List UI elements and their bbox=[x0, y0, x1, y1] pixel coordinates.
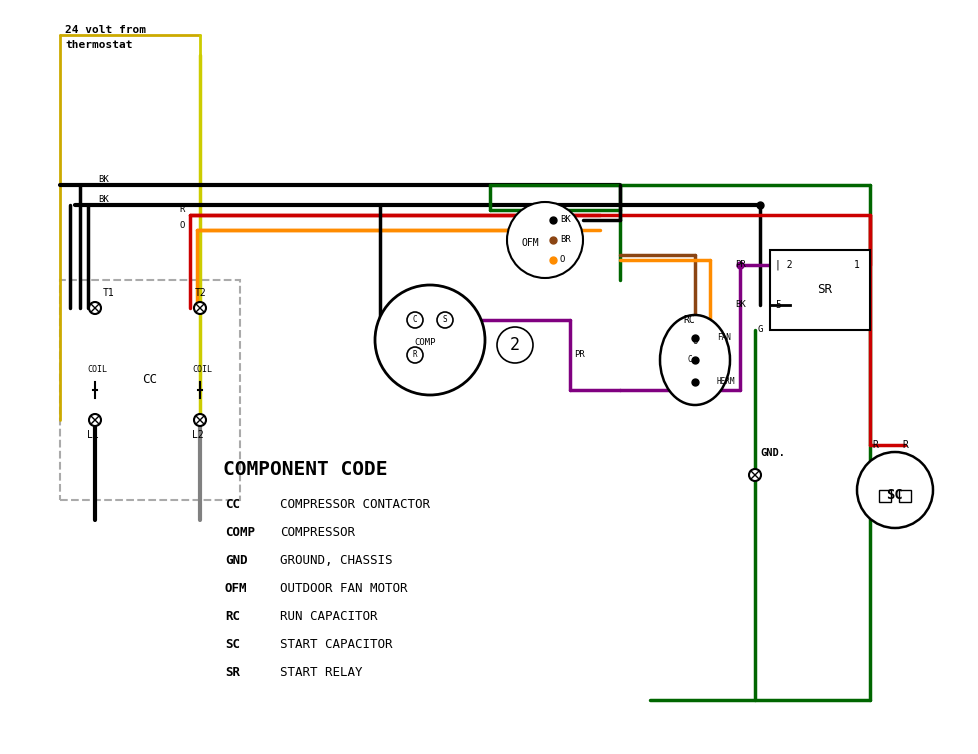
Text: BK: BK bbox=[98, 176, 109, 185]
Text: | 2: | 2 bbox=[775, 259, 792, 270]
Bar bbox=[770, 250, 869, 330]
Circle shape bbox=[407, 347, 422, 363]
Text: BK: BK bbox=[734, 301, 745, 309]
Text: RC: RC bbox=[683, 315, 694, 325]
Text: 5: 5 bbox=[775, 300, 780, 310]
Text: FAN: FAN bbox=[716, 333, 731, 342]
Text: T2: T2 bbox=[195, 288, 206, 298]
Text: OFM: OFM bbox=[225, 583, 247, 596]
Text: R: R bbox=[413, 351, 417, 360]
Text: S: S bbox=[442, 315, 447, 324]
Text: COMPRESSOR: COMPRESSOR bbox=[280, 526, 355, 540]
Text: HERM: HERM bbox=[716, 378, 734, 387]
Text: CC: CC bbox=[225, 498, 240, 511]
Circle shape bbox=[194, 414, 205, 426]
Text: RC: RC bbox=[225, 611, 240, 624]
Text: R: R bbox=[871, 440, 877, 450]
Text: O: O bbox=[691, 338, 697, 347]
Text: O: O bbox=[179, 222, 185, 231]
Text: PR: PR bbox=[573, 351, 584, 360]
Text: 1: 1 bbox=[853, 260, 859, 270]
Text: L2: L2 bbox=[192, 430, 203, 440]
Text: CC: CC bbox=[143, 373, 157, 387]
Text: 24 volt from: 24 volt from bbox=[65, 25, 146, 35]
Text: COIL: COIL bbox=[192, 366, 212, 375]
Bar bbox=[60, 280, 240, 500]
Circle shape bbox=[89, 414, 101, 426]
Circle shape bbox=[748, 469, 760, 481]
Text: C: C bbox=[687, 355, 691, 364]
Text: GROUND, CHASSIS: GROUND, CHASSIS bbox=[280, 554, 392, 568]
Text: COIL: COIL bbox=[87, 366, 107, 375]
Ellipse shape bbox=[659, 315, 730, 405]
Text: OUTDOOR FAN MOTOR: OUTDOOR FAN MOTOR bbox=[280, 583, 407, 596]
Text: COMPONENT CODE: COMPONENT CODE bbox=[223, 461, 387, 480]
Text: COMPRESSOR CONTACTOR: COMPRESSOR CONTACTOR bbox=[280, 498, 429, 511]
Text: BK: BK bbox=[559, 216, 570, 225]
Text: SR: SR bbox=[225, 667, 240, 679]
Circle shape bbox=[497, 327, 532, 363]
Circle shape bbox=[407, 312, 422, 328]
Text: BR: BR bbox=[559, 235, 570, 244]
Text: RUN CAPACITOR: RUN CAPACITOR bbox=[280, 611, 378, 624]
Text: BK: BK bbox=[98, 195, 109, 204]
Bar bbox=[878, 490, 890, 502]
Text: L1: L1 bbox=[87, 430, 99, 440]
Text: O: O bbox=[559, 256, 565, 265]
Text: COMP: COMP bbox=[225, 526, 254, 540]
Text: START CAPACITOR: START CAPACITOR bbox=[280, 639, 392, 651]
Text: C: C bbox=[413, 315, 417, 324]
Text: GND: GND bbox=[225, 554, 247, 568]
Text: GND.: GND. bbox=[759, 448, 784, 458]
Text: SC: SC bbox=[225, 639, 240, 651]
Circle shape bbox=[194, 302, 205, 314]
Text: T1: T1 bbox=[103, 288, 114, 298]
Text: thermostat: thermostat bbox=[65, 40, 132, 50]
Text: SC: SC bbox=[886, 488, 903, 502]
Bar bbox=[898, 490, 911, 502]
Text: R: R bbox=[179, 206, 185, 214]
Text: 2: 2 bbox=[510, 336, 519, 354]
Text: SR: SR bbox=[817, 284, 831, 296]
Text: PR: PR bbox=[734, 260, 745, 269]
Text: OFM: OFM bbox=[520, 238, 538, 248]
Text: G: G bbox=[757, 326, 763, 335]
Text: R: R bbox=[901, 440, 907, 450]
Circle shape bbox=[436, 312, 453, 328]
Circle shape bbox=[375, 285, 484, 395]
Text: COMP: COMP bbox=[414, 339, 435, 348]
Circle shape bbox=[507, 202, 583, 278]
Text: START RELAY: START RELAY bbox=[280, 667, 362, 679]
Circle shape bbox=[89, 302, 101, 314]
Circle shape bbox=[856, 452, 932, 528]
